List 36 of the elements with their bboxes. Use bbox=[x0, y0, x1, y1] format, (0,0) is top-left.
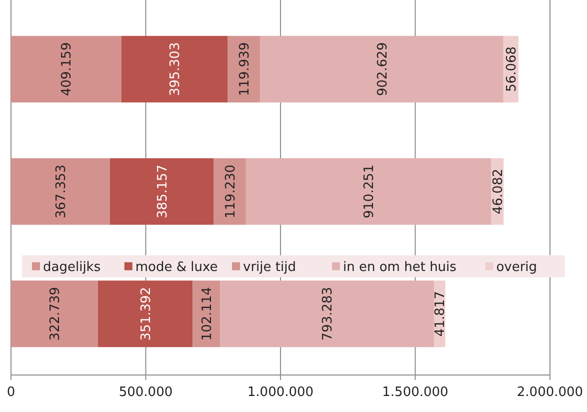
data-label: 793.283 bbox=[320, 286, 336, 341]
bar bbox=[11, 158, 110, 225]
x-tick-label: 1.000.000 bbox=[247, 385, 314, 400]
bar bbox=[214, 158, 246, 225]
data-label: 367.353 bbox=[54, 164, 70, 218]
x-tick-label: 1.500.000 bbox=[382, 385, 448, 400]
legend-label: vrije tijd bbox=[243, 260, 296, 275]
bar bbox=[110, 158, 214, 225]
data-label: 409.159 bbox=[60, 42, 75, 96]
data-label: 119.939 bbox=[238, 42, 253, 96]
x-tick-label: 500.000 bbox=[118, 385, 173, 400]
bar bbox=[220, 280, 434, 348]
data-label: 351.392 bbox=[138, 286, 154, 341]
data-label: 56.068 bbox=[504, 46, 520, 92]
data-label: 119.230 bbox=[223, 164, 238, 218]
data-label: 902.629 bbox=[375, 42, 390, 96]
data-label: 322.739 bbox=[48, 286, 64, 341]
x-tick-label: 0 bbox=[6, 385, 16, 400]
bar bbox=[192, 280, 220, 348]
legend-label: in en om het huis bbox=[343, 260, 457, 275]
legend-label: overig bbox=[496, 260, 538, 275]
data-label: 385.157 bbox=[155, 164, 170, 218]
data-label: 41.817 bbox=[433, 291, 448, 337]
legend-label: mode & luxe bbox=[135, 260, 218, 275]
bar bbox=[11, 280, 98, 348]
data-label: 46.082 bbox=[491, 168, 506, 214]
data-label: 395.303 bbox=[168, 42, 184, 96]
bar bbox=[121, 36, 228, 102]
bar bbox=[98, 280, 193, 348]
legend-label: dagelijks bbox=[43, 260, 101, 275]
bar bbox=[246, 158, 492, 225]
x-tick-label: 2.000.000 bbox=[516, 385, 584, 400]
data-label: 102.114 bbox=[200, 286, 215, 341]
bar bbox=[11, 36, 122, 102]
bar bbox=[260, 36, 504, 102]
data-label: 910.251 bbox=[362, 164, 378, 218]
